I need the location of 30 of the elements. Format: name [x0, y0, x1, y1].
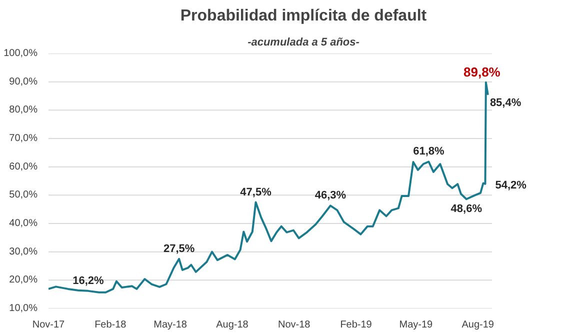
annotation: 85,4%	[490, 96, 522, 109]
chart-title: Probabilidad implícita de default	[180, 8, 428, 24]
annotation: 48,6%	[450, 203, 482, 216]
y-tick-label: 80,0%	[9, 104, 38, 116]
line-series	[48, 81, 489, 294]
x-tick-label: Nov-18	[278, 320, 311, 330]
annotation: 89,8%	[463, 64, 501, 80]
x-tick-label: May-19	[399, 320, 434, 330]
y-tick-label: 50,0%	[9, 190, 38, 201]
chart-subtitle: -acumulada a 5 años-	[248, 36, 360, 48]
y-tick-label: 100,0%	[4, 48, 38, 59]
x-tick-label: Nov-17	[32, 320, 66, 330]
y-tick-label: 20,0%	[9, 274, 38, 286]
y-tick-label: 70,0%	[9, 133, 38, 144]
y-tick-label: 30,0%	[9, 246, 38, 258]
x-tick-label: Aug-19	[462, 320, 494, 330]
y-tick-label: 10,0%	[9, 303, 38, 314]
x-tick-label: Aug-18	[216, 320, 249, 330]
annotation: 54,2%	[495, 179, 527, 192]
annotation: 16,2%	[72, 274, 104, 287]
y-tick-label: 40,0%	[9, 218, 38, 229]
annotation: 61,8%	[413, 146, 445, 158]
annotation: 47,5%	[240, 186, 272, 198]
annotation: 27,5%	[163, 242, 195, 255]
annotation: 46,3%	[314, 190, 346, 202]
x-tick-label: Feb-18	[94, 320, 127, 330]
y-tick-label: 60,0%	[9, 161, 38, 172]
x-tick-label: May-18	[154, 320, 188, 330]
x-tick-label: Feb-19	[340, 320, 372, 330]
y-tick-label: 90,0%	[9, 76, 38, 88]
